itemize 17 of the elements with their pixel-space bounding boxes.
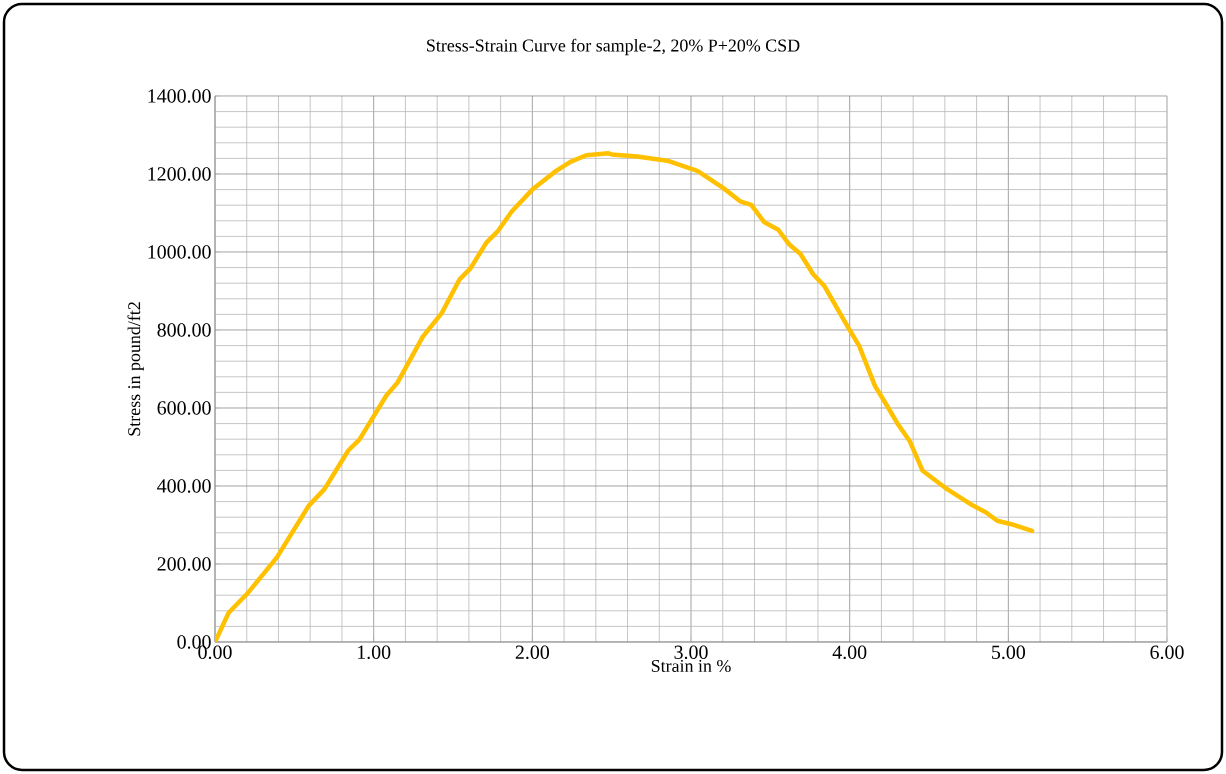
y-tick-label: 800.00 [157, 323, 211, 337]
x-tick-label: 2.00 [515, 645, 550, 660]
y-tick-label: 600.00 [157, 401, 211, 415]
y-tick-label: 1000.00 [148, 245, 211, 259]
x-tick-label: 6.00 [1150, 645, 1184, 660]
y-tick-label: 1200.00 [148, 167, 211, 181]
y-tick-label: 1400.00 [148, 89, 211, 103]
line-series [215, 151, 1035, 642]
y-tick-label: 400.00 [157, 479, 211, 493]
y-axis-title: Stress in pound/ft2 [127, 302, 144, 436]
x-axis-title: Strain in % [651, 659, 731, 673]
x-tick-label: 1.00 [357, 645, 391, 660]
x-tick-label: 4.00 [832, 645, 867, 660]
x-tick-label: 5.00 [992, 645, 1026, 660]
y-tick-label: 200.00 [157, 557, 211, 571]
x-tick-label: 3.00 [674, 645, 708, 660]
chart-title: Stress-Strain Curve for sample-2, 20% P+20% CSD [427, 38, 800, 56]
